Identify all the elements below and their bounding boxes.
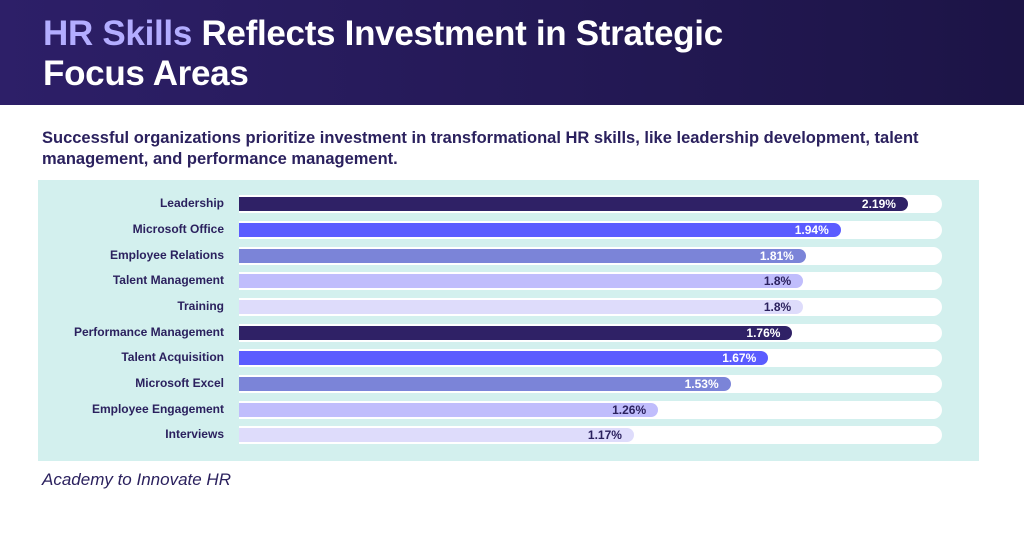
page-title: HR Skills Reflects Investment in Strateg… [43, 14, 743, 94]
bar-track: 1.8% [239, 298, 942, 316]
category-label: Talent Acquisition [121, 350, 224, 364]
bar-track: 1.53% [239, 375, 942, 393]
data-label: 1.26% [612, 403, 647, 417]
category-label: Employee Relations [109, 248, 224, 262]
category-label: Microsoft Excel [135, 376, 224, 390]
data-label: 1.17% [587, 428, 622, 442]
chart-row: Employee Engagement 1.26% [38, 400, 979, 420]
title-highlight: HR Skills [43, 14, 193, 53]
data-label: 1.81% [759, 249, 794, 263]
data-label: 1.8% [763, 274, 792, 288]
category-label: Leadership [159, 196, 224, 210]
bar: 1.17% [239, 428, 634, 442]
bar: 2.19% [239, 197, 908, 211]
chart-row: Training 1.8% [38, 297, 979, 317]
source-credit: Academy to Innovate HR [42, 470, 231, 489]
bar: 1.94% [239, 223, 841, 237]
chart-row: Performance Management 1.76% [38, 323, 979, 343]
chart-row: Leadership 2.19% [38, 194, 979, 214]
data-label: 1.94% [794, 223, 829, 237]
bar-track: 1.17% [239, 426, 942, 444]
bar-track: 1.8% [239, 272, 942, 290]
data-label: 1.76% [746, 326, 781, 340]
bar: 1.67% [239, 351, 769, 365]
chart-panel: Leadership 2.19% Microsoft Office 1.94% … [38, 180, 979, 461]
chart-row: Interviews 1.17% [38, 425, 979, 445]
chart-row: Microsoft Office 1.94% [38, 220, 979, 240]
bar: 1.26% [239, 403, 659, 417]
chart-row: Talent Management 1.8% [38, 271, 979, 291]
bar: 1.76% [239, 326, 793, 340]
chart-row: Employee Relations 1.81% [38, 246, 979, 266]
data-label: 2.19% [861, 197, 896, 211]
data-label: 1.67% [722, 351, 757, 365]
header-banner: HR Skills Reflects Investment in Strateg… [0, 0, 1024, 105]
data-label: 1.8% [763, 300, 792, 314]
category-label: Employee Engagement [91, 402, 224, 416]
bar-track: 2.19% [239, 195, 942, 213]
bar: 1.8% [239, 274, 804, 288]
bar: 1.81% [239, 249, 806, 263]
title-rest: Reflects Investment in Strategic Focus A… [43, 14, 723, 93]
chart-row: Talent Acquisition 1.67% [38, 348, 979, 368]
chart-row: Microsoft Excel 1.53% [38, 374, 979, 394]
bar-track: 1.67% [239, 349, 942, 367]
bar: 1.53% [239, 377, 731, 391]
bar-track: 1.81% [239, 247, 942, 265]
category-label: Interviews [165, 427, 224, 441]
category-label: Talent Management [112, 273, 224, 287]
bar-track: 1.76% [239, 324, 942, 342]
bar-track: 1.26% [239, 401, 942, 419]
bar-track: 1.94% [239, 221, 942, 239]
category-label: Training [177, 299, 224, 313]
category-label: Microsoft Office [132, 222, 224, 236]
bar: 1.8% [239, 300, 804, 314]
category-label: Performance Management [73, 325, 224, 339]
data-label: 1.53% [684, 377, 719, 391]
subtitle: Successful organizations prioritize inve… [42, 129, 919, 168]
